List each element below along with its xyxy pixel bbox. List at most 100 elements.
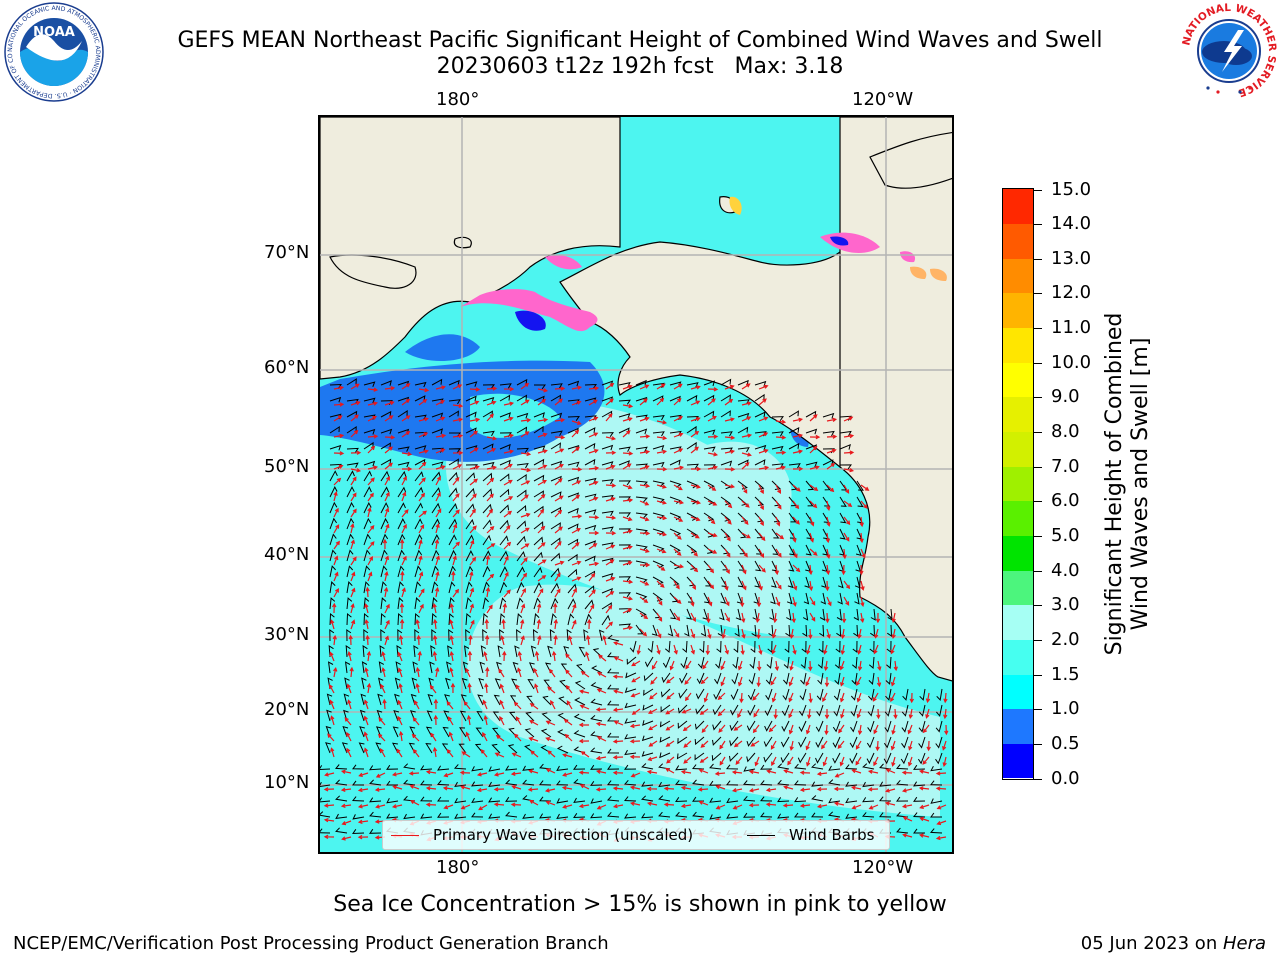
wind-barb	[414, 533, 423, 546]
credit-text: NCEP/EMC/Verification Post Processing Pr…	[13, 933, 609, 954]
wave-arrow	[789, 740, 794, 752]
wind-barb	[443, 710, 450, 722]
wind-barb	[712, 736, 722, 746]
wind-barb	[563, 645, 570, 658]
wave-arrow	[588, 399, 598, 406]
wave-arrow	[384, 603, 390, 614]
wind-barb	[606, 795, 620, 802]
wave-arrow	[622, 608, 633, 614]
wave-arrow	[622, 545, 633, 550]
wind-barb	[533, 490, 544, 498]
wave-arrow	[648, 740, 658, 747]
wind-barb	[682, 640, 688, 654]
wave-arrow	[719, 756, 726, 766]
wave-arrow	[571, 560, 582, 566]
wave-arrow	[605, 398, 614, 406]
wave-arrow	[578, 803, 590, 809]
wave-arrow	[656, 383, 666, 390]
wave-arrow	[656, 484, 667, 489]
wind-barb	[759, 812, 773, 818]
wave-arrow	[486, 508, 494, 518]
wave-arrow	[484, 682, 489, 694]
wind-barb	[838, 560, 845, 573]
wind-barb	[576, 664, 586, 674]
wave-arrow	[375, 804, 386, 809]
wave-arrow	[517, 667, 522, 678]
wind-barb	[425, 743, 433, 754]
wind-barb	[712, 720, 722, 731]
wind-barb	[720, 512, 731, 522]
wave-arrow	[399, 618, 405, 630]
wave-arrow	[825, 532, 831, 544]
wind-barb	[625, 672, 637, 679]
wind-barb	[414, 518, 423, 530]
wind-barb	[431, 565, 439, 578]
wave-arrow	[639, 516, 650, 522]
wind-barb	[765, 672, 773, 685]
wave-arrow	[690, 417, 701, 422]
wind-barb	[879, 812, 892, 818]
wind-barb	[394, 693, 400, 706]
wave-arrow	[537, 542, 546, 550]
wave-arrow	[698, 800, 709, 806]
wave-arrow	[825, 564, 831, 576]
wave-arrow	[724, 532, 731, 542]
wave-arrow	[857, 660, 863, 672]
wave-arrow	[537, 494, 546, 502]
wind-barb	[459, 727, 467, 738]
wave-arrow	[792, 449, 804, 454]
wind-barb	[660, 704, 671, 713]
wave-arrow	[859, 532, 864, 544]
wave-arrow	[561, 785, 573, 791]
wave-arrow	[363, 715, 369, 726]
wave-arrow	[748, 769, 760, 775]
wind-barb	[743, 766, 756, 772]
wind-barb	[930, 765, 943, 772]
wind-barb	[635, 480, 648, 487]
wind-barb	[849, 736, 858, 749]
wind-barb	[584, 555, 596, 562]
wave-arrow	[639, 483, 651, 489]
wave-arrow	[908, 708, 913, 720]
wind-barb	[525, 711, 535, 722]
wind-barb	[696, 672, 705, 685]
wave-arrow	[367, 555, 373, 566]
wind-barb	[641, 751, 654, 757]
wave-arrow	[646, 801, 658, 806]
wave-arrow	[452, 523, 458, 534]
wind-barb	[326, 693, 333, 706]
wave-arrow	[588, 432, 599, 438]
wave-arrow	[771, 692, 777, 703]
wind-barb	[488, 813, 501, 819]
wave-arrow	[350, 556, 357, 566]
wave-arrow	[715, 804, 726, 810]
wave-arrow	[469, 570, 474, 582]
wind-barb	[815, 736, 824, 749]
wind-barb	[511, 678, 518, 690]
wind-barb	[930, 812, 942, 818]
wind-barb	[642, 704, 654, 711]
wind-barb	[363, 581, 370, 594]
wave-arrow	[805, 676, 811, 687]
wave-arrow	[935, 786, 947, 791]
wave-arrow	[707, 532, 718, 538]
wave-arrow	[639, 434, 651, 439]
wind-barb	[788, 480, 798, 491]
wind-barb	[534, 384, 546, 390]
wave-arrow	[418, 539, 423, 550]
wind-barb	[667, 624, 674, 637]
wave-arrow	[666, 756, 675, 764]
wind-barb	[737, 528, 747, 539]
wave-arrow	[588, 449, 599, 454]
wave-arrow	[588, 561, 600, 567]
wind-barb	[343, 709, 349, 722]
wave-arrow	[665, 740, 675, 747]
land-canada-coast	[839, 117, 952, 682]
wave-arrow	[605, 530, 617, 536]
colorbar-segment	[1003, 708, 1033, 744]
wind-barb	[766, 656, 773, 669]
wave-arrow	[358, 772, 369, 777]
wave-arrow	[826, 516, 831, 527]
wind-barb	[781, 720, 790, 733]
wind-barb	[811, 795, 824, 802]
